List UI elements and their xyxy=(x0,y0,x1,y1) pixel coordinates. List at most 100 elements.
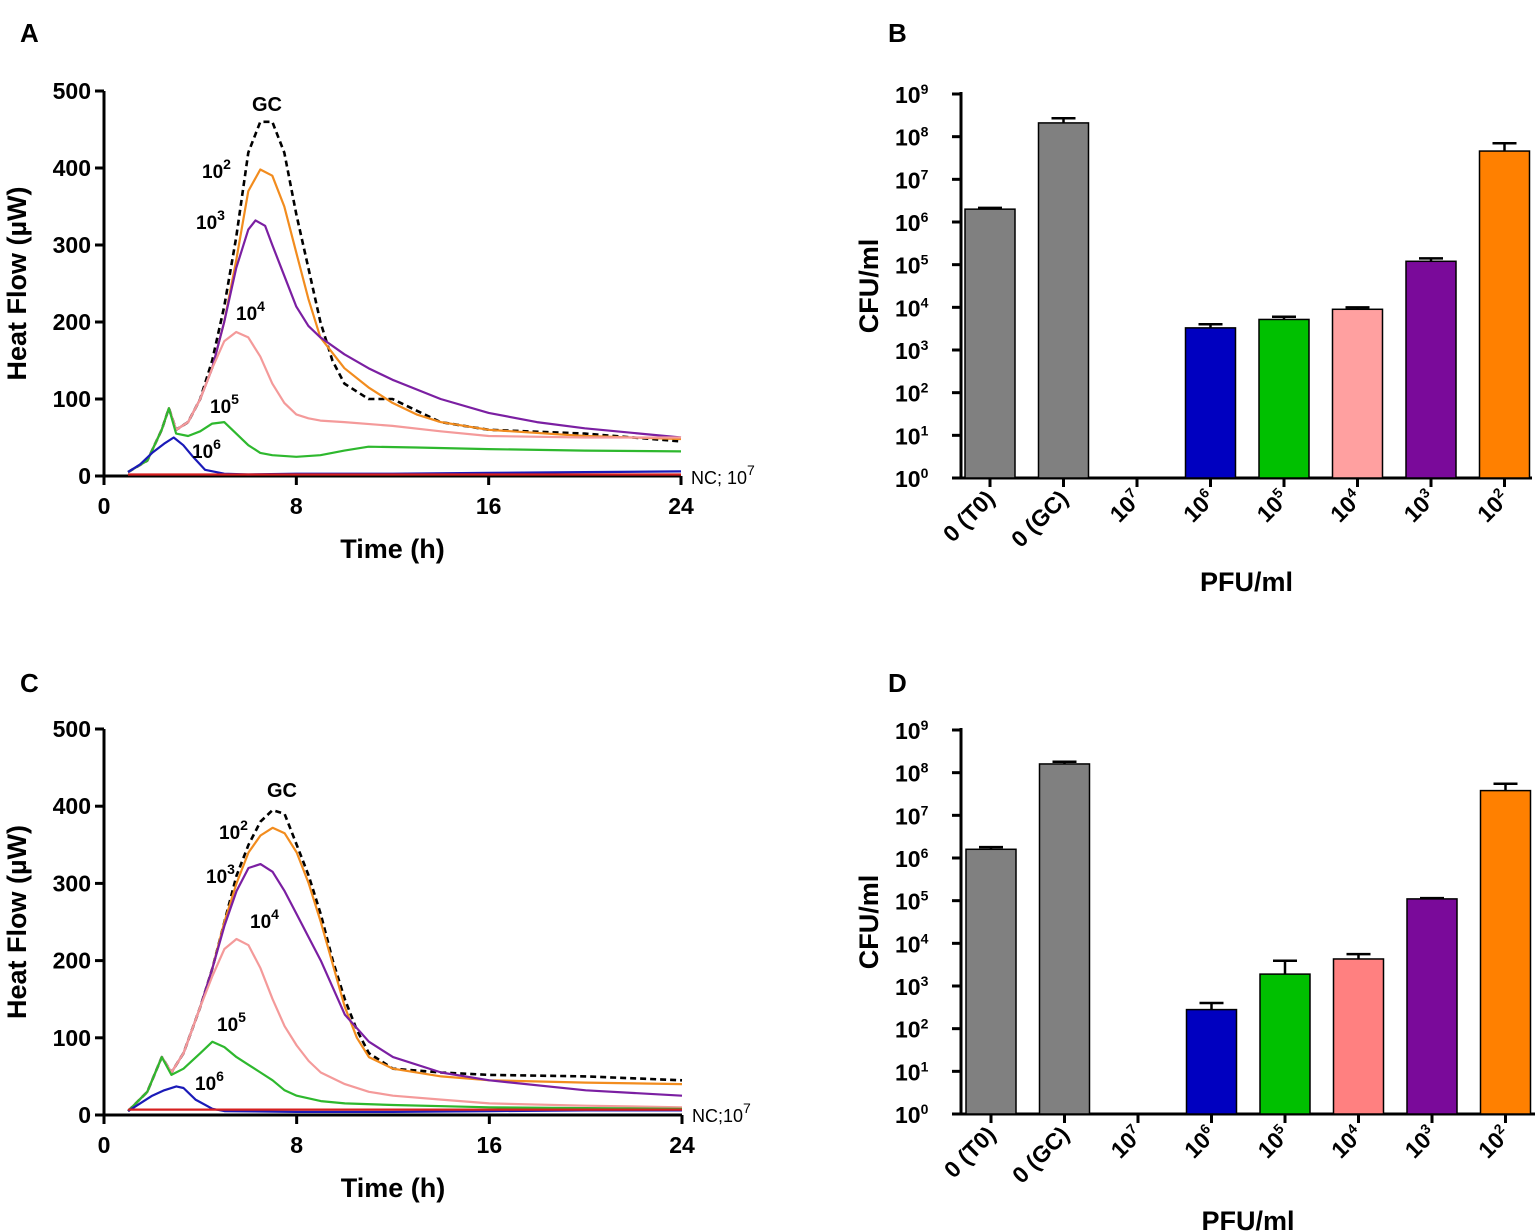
heat-flow-chart-c: 0 100 200 300 400 500 0 8 16 24 Time (h) Heat Flow … xyxy=(2,716,751,1203)
y-tick-label: 101 xyxy=(895,422,929,449)
series-line-10-e5 xyxy=(127,1040,683,1112)
x-tick-label: 16 xyxy=(476,493,502,519)
y-tick-label: 108 xyxy=(895,760,929,787)
y-tick-label: 300 xyxy=(53,870,91,896)
y-tick-label: 101 xyxy=(895,1058,929,1085)
y-tick-label: 100 xyxy=(53,386,91,412)
bar xyxy=(964,208,1016,479)
y-tick-label: 200 xyxy=(53,948,91,974)
category-label: 105 xyxy=(1252,1120,1295,1163)
y-tick-label: 500 xyxy=(53,716,91,742)
bar xyxy=(965,848,1017,1115)
y-axis-title: Heat Flow (µW) xyxy=(2,186,32,380)
y-tick-label: 103 xyxy=(895,973,929,1000)
x-tick-label: 8 xyxy=(290,1132,303,1158)
category-label: 0 (T0) xyxy=(939,1121,1001,1183)
bar xyxy=(1478,150,1531,479)
series-label-10-e6: 106 xyxy=(195,1068,224,1095)
panel-letter-a: A xyxy=(20,18,39,48)
series-label-gc: GC xyxy=(267,780,297,802)
cfu-bar-chart-b: 100 101 102 103 104 105 106 107 108 109 0 (T0) 0 (G… xyxy=(854,81,1532,597)
y-tick-label: 105 xyxy=(895,252,929,279)
series-line-10-e6 xyxy=(127,1085,682,1114)
category-label: 102 xyxy=(1471,484,1514,527)
y-tick-label: 109 xyxy=(895,717,929,744)
category-label: 0 (GC) xyxy=(1007,1121,1074,1188)
y-axis-title: CFU/ml xyxy=(854,875,884,970)
y-tick-label: 106 xyxy=(895,209,929,236)
y-tick-label: 102 xyxy=(895,380,929,407)
y-tick-label: 400 xyxy=(53,793,91,819)
series-line-gc xyxy=(127,808,683,1113)
y-tick-label: 107 xyxy=(895,166,929,193)
series-label-10-e3: 103 xyxy=(206,861,235,888)
category-label: 107 xyxy=(1104,484,1147,527)
category-label: 103 xyxy=(1398,484,1441,527)
bar xyxy=(1185,1008,1238,1115)
y-tick-label: 100 xyxy=(53,1025,91,1051)
bar xyxy=(1038,763,1091,1115)
x-tick-label: 8 xyxy=(290,493,303,519)
y-axis-title: Heat Flow (µW) xyxy=(2,825,32,1019)
x-axis-title: Time (h) xyxy=(341,1173,446,1203)
y-tick-label: 102 xyxy=(895,1016,929,1043)
category-label: 107 xyxy=(1105,1120,1148,1163)
y-tick-label: 105 xyxy=(895,888,929,915)
category-label: 0 (GC) xyxy=(1006,485,1073,552)
series-label-10-e6: 106 xyxy=(192,436,221,463)
bar xyxy=(1184,327,1237,479)
series-line-10-e6 xyxy=(127,436,682,476)
series-label-gc: GC xyxy=(252,94,282,116)
y-tick-label: 107 xyxy=(895,802,929,829)
bar xyxy=(1332,958,1385,1115)
y-tick-label: 108 xyxy=(895,124,929,151)
x-tick-label: 0 xyxy=(98,493,111,519)
y-tick-label: 400 xyxy=(53,155,91,181)
y-tick-label: 0 xyxy=(78,1102,91,1128)
bar xyxy=(1331,308,1384,479)
x-tick-label: 16 xyxy=(477,1132,503,1158)
x-axis-title: PFU/ml xyxy=(1200,567,1293,597)
x-tick-label: 0 xyxy=(98,1132,111,1158)
category-label: 106 xyxy=(1178,1120,1221,1163)
panel-letter-c: C xyxy=(20,668,39,698)
series-label-10-e4: 104 xyxy=(250,906,279,933)
bar xyxy=(1259,973,1311,1115)
nc-series-label: NC;107 xyxy=(692,1100,751,1126)
x-tick-label: 24 xyxy=(669,1132,695,1158)
y-tick-label: 0 xyxy=(78,463,91,489)
category-label: 0 (T0) xyxy=(938,485,1000,547)
series-line-10-e5 xyxy=(127,407,682,474)
panel-letter-d: D xyxy=(888,668,907,698)
x-axis-title: Time (h) xyxy=(340,534,445,564)
x-tick-label: 24 xyxy=(668,493,694,519)
y-axis-title: CFU/ml xyxy=(854,239,884,334)
x-axis-title: PFU/ml xyxy=(1201,1206,1294,1232)
y-tick-label: 106 xyxy=(895,845,929,872)
bar xyxy=(1406,898,1458,1115)
series-line-10-e4 xyxy=(127,937,683,1112)
category-label: 104 xyxy=(1324,484,1367,527)
category-label: 105 xyxy=(1251,484,1294,527)
series-label-10-e4: 104 xyxy=(236,298,265,325)
y-tick-label: 103 xyxy=(895,337,929,364)
bar xyxy=(1037,122,1090,479)
bar xyxy=(1405,260,1457,479)
y-tick-label: 500 xyxy=(53,78,91,104)
y-tick-label: 300 xyxy=(53,232,91,258)
series-label-10-e5: 105 xyxy=(210,391,239,418)
y-tick-label: 104 xyxy=(895,294,929,321)
panel-letter-b: B xyxy=(888,18,907,48)
y-tick-label: 200 xyxy=(53,309,91,335)
series-label-10-e2: 102 xyxy=(219,817,248,844)
y-tick-label: 109 xyxy=(895,81,929,108)
bar xyxy=(1258,318,1310,479)
series-label-10-e3: 103 xyxy=(196,207,225,234)
y-tick-label: 100 xyxy=(895,465,929,492)
series-label-10-e5: 105 xyxy=(217,1009,246,1036)
heat-flow-chart-a: 0 100 200 300 400 500 0 8 16 24 Time (h) Heat Flow … xyxy=(2,78,755,564)
series-label-10-e2: 102 xyxy=(202,156,231,183)
bar xyxy=(1479,789,1532,1115)
y-tick-label: 104 xyxy=(895,930,929,957)
